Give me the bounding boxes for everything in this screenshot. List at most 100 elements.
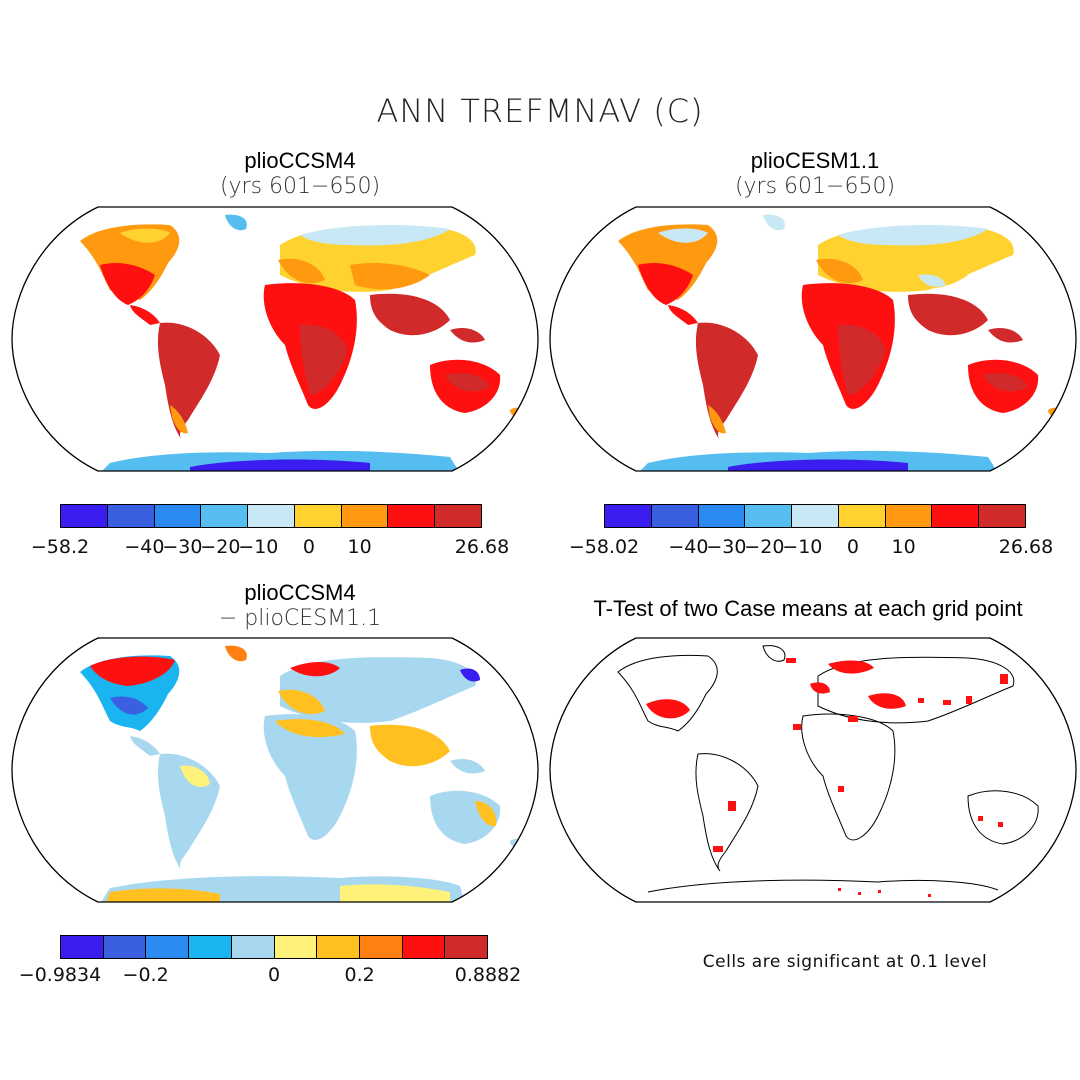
colorbar-swatch — [445, 936, 488, 958]
map-panel-ccsm4 — [10, 205, 540, 473]
colorbar-swatch — [248, 505, 295, 527]
europe-south — [278, 689, 325, 715]
map-panel-cesm11 — [548, 205, 1078, 473]
sahara — [275, 719, 345, 738]
colorbar-tick-label: −10 — [238, 536, 279, 558]
north-america-south — [100, 263, 155, 305]
indonesia — [450, 328, 485, 343]
panel-bl-title: plioCCSM4 — [244, 580, 356, 605]
colorbar-swatch — [651, 505, 699, 527]
colorbar-swatch — [885, 505, 933, 527]
colorbar-swatch — [838, 505, 886, 527]
central-america — [668, 305, 698, 325]
south-asia — [370, 724, 450, 767]
indonesia — [988, 328, 1023, 343]
colorbar-swatch — [341, 505, 389, 527]
colorbar-swatch — [107, 505, 155, 527]
colorbar-tick-label: −58.02 — [568, 536, 640, 558]
panel-tr-subtitle: (yrs 601−650) — [734, 174, 896, 199]
canada-band — [658, 228, 708, 243]
colorbar-tick-label: −10 — [782, 536, 823, 558]
antarctica-interior — [190, 459, 370, 471]
colorbar-tick-label: 10 — [347, 536, 372, 558]
colorbar-tick-label: −20 — [200, 536, 241, 558]
colorbar-swatch — [792, 505, 839, 527]
canada-band — [120, 228, 170, 243]
colorbar-tick-label: 0 — [267, 964, 281, 986]
colorbar-swatch — [359, 936, 403, 958]
colorbar-swatch — [201, 505, 249, 527]
antarctica-west — [105, 888, 220, 902]
colorbar-tick-label: −30 — [706, 536, 747, 558]
map-border — [549, 206, 1077, 472]
panel-bl-subtitle: − plioCESM1.1 — [218, 606, 382, 631]
map-panel-difference — [10, 636, 540, 904]
map-ttest — [549, 637, 1077, 903]
map-ccsm4 — [11, 206, 539, 472]
colorbar-swatch — [231, 936, 275, 958]
north-america — [618, 224, 718, 300]
colorbar-swatch — [435, 505, 482, 527]
colorbar-swatch — [745, 505, 793, 527]
colorbar-swatch — [698, 505, 746, 527]
significant-cells — [646, 658, 1008, 897]
central-america — [130, 305, 160, 325]
europe-south — [816, 258, 863, 284]
colorbar-ccsm4 — [60, 504, 482, 528]
map-cesm11 — [549, 206, 1077, 472]
colorbar-swatch — [294, 505, 342, 527]
colorbar-swatch — [388, 505, 436, 527]
antarctica-interior — [728, 459, 908, 471]
amazon — [180, 765, 210, 787]
coastlines — [617, 645, 1039, 893]
south-asia — [370, 293, 450, 336]
colorbar-swatch — [317, 936, 360, 958]
significance-note: Cells are significant at 0.1 level — [702, 952, 988, 972]
colorbar-swatch — [189, 936, 232, 958]
colorbar-tick-label: 26.68 — [998, 536, 1054, 558]
figure-title: ANN TREFMNAV (C) — [376, 92, 704, 130]
canada-warm — [90, 656, 175, 686]
colorbar-swatch — [605, 505, 652, 527]
colorbar-swatch — [61, 505, 108, 527]
greenland — [225, 645, 247, 662]
colorbar-swatch — [932, 505, 980, 527]
colorbar-tick-label: 0.8882 — [454, 964, 522, 986]
patagonia — [708, 405, 726, 434]
africa — [263, 714, 357, 840]
map-border — [549, 637, 1077, 903]
colorbar-difference-labels: −0.9834 −0.2 0 0.2 0.8882 — [19, 964, 521, 988]
greenland — [225, 214, 247, 231]
siberia — [838, 225, 988, 246]
colorbar-swatch — [979, 505, 1026, 527]
south-asia — [908, 293, 988, 336]
colorbar-swatch — [274, 936, 318, 958]
colorbar-ccsm4-labels: −58.2 −40 −30 −20 −10 0 10 26.68 — [31, 536, 509, 560]
map-difference — [11, 637, 539, 903]
siberia — [300, 225, 450, 246]
colorbar-cesm11 — [604, 504, 1026, 528]
antarctica-east — [340, 884, 450, 902]
colorbar-tick-label: −40 — [668, 536, 709, 558]
panel-tr-title: plioCESM1.1 — [750, 148, 880, 173]
east-siberia — [460, 668, 480, 682]
central-africa — [300, 324, 348, 395]
panel-tl-subtitle: (yrs 601−650) — [219, 174, 381, 199]
map-border — [11, 206, 539, 472]
panel-tl-title: plioCCSM4 — [244, 148, 356, 173]
colorbar-tick-label: −40 — [124, 536, 165, 558]
colorbar-cesm11-labels: −58.02 −40 −30 −20 −10 0 10 26.68 — [569, 536, 1053, 560]
colorbar-swatch — [154, 505, 202, 527]
colorbar-tick-label: −58.2 — [30, 536, 90, 558]
colorbar-tick-label: −0.2 — [122, 964, 169, 986]
central-africa — [838, 324, 886, 395]
australia-east — [475, 801, 497, 827]
panel-br-title: T-Test of two Case means at each grid po… — [593, 596, 1023, 621]
colorbar-swatch — [402, 936, 446, 958]
colorbar-tick-label: 10 — [891, 536, 916, 558]
colorbar-tick-label: 0 — [846, 536, 860, 558]
colorbar-tick-label: 26.68 — [454, 536, 510, 558]
central-america — [130, 736, 160, 756]
central-asia — [350, 263, 430, 290]
scandinavia — [290, 662, 340, 677]
